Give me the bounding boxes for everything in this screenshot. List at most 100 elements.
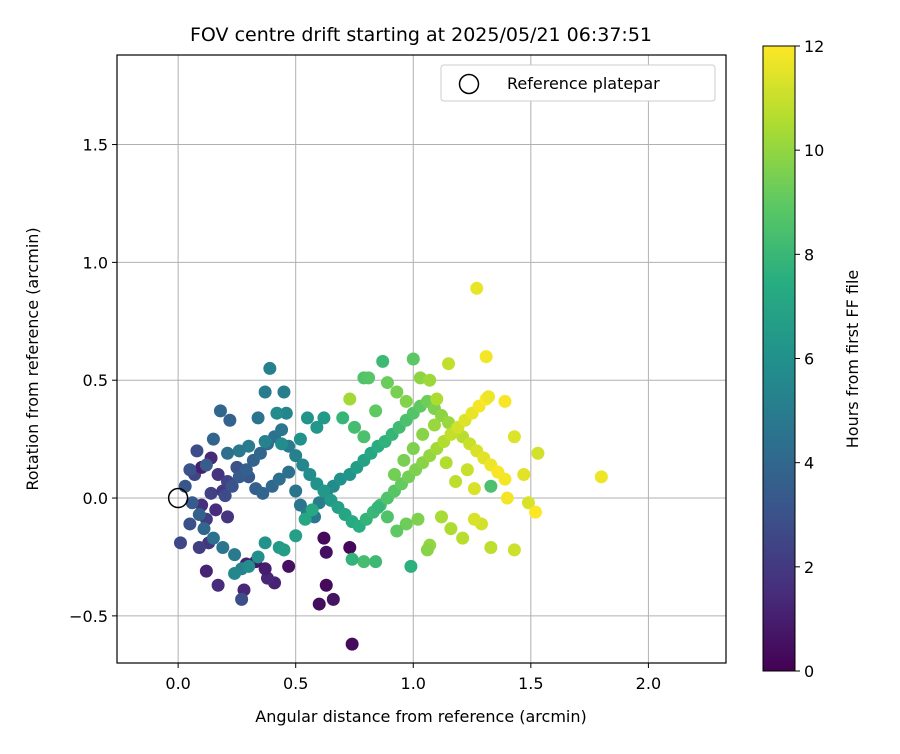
x-axis-ticks: 0.0 0.5 1.0 1.5 2.0 xyxy=(165,663,661,693)
data-point xyxy=(296,458,310,472)
chart-title: FOV centre drift starting at 2025/05/21 … xyxy=(190,24,652,46)
data-point xyxy=(270,406,284,420)
x-tick-label: 1.5 xyxy=(518,674,543,693)
data-point xyxy=(371,500,385,514)
x-tick-label: 1.0 xyxy=(401,674,426,693)
data-point xyxy=(272,472,286,486)
data-point xyxy=(192,508,206,522)
data-point xyxy=(211,467,225,481)
data-point xyxy=(484,541,498,555)
data-point xyxy=(470,281,484,295)
colorbar-gradient xyxy=(762,45,796,672)
data-point xyxy=(300,411,314,425)
data-point xyxy=(185,496,199,510)
data-point xyxy=(442,357,456,371)
data-point xyxy=(500,491,514,505)
data-point xyxy=(460,463,474,477)
data-point xyxy=(317,531,331,545)
data-point xyxy=(258,562,272,576)
data-point xyxy=(430,392,444,406)
data-point xyxy=(449,475,463,489)
colorbar-tick-label: 8 xyxy=(804,245,814,264)
data-point xyxy=(221,510,235,524)
data-point xyxy=(258,434,272,448)
y-tick-label: 0.5 xyxy=(83,371,108,390)
data-point xyxy=(404,559,418,573)
data-point xyxy=(390,524,404,538)
data-point xyxy=(289,484,303,498)
data-point xyxy=(303,467,317,481)
data-points xyxy=(167,281,608,651)
data-point xyxy=(279,406,293,420)
data-point xyxy=(225,479,239,493)
data-point xyxy=(345,552,359,566)
data-point xyxy=(221,446,235,460)
data-point xyxy=(199,564,213,578)
data-point xyxy=(369,404,383,418)
plot-area xyxy=(117,55,726,663)
reference-point xyxy=(167,487,189,509)
data-point xyxy=(427,418,441,432)
data-point xyxy=(204,486,218,500)
data-point xyxy=(444,522,458,536)
data-point xyxy=(357,555,371,569)
colorbar-ticks: 0 2 4 6 8 10 12 xyxy=(795,37,824,681)
y-tick-label: 1.5 xyxy=(83,136,108,155)
data-point xyxy=(467,512,481,526)
data-point xyxy=(293,432,307,446)
data-point xyxy=(209,503,223,517)
legend-box xyxy=(440,64,716,102)
data-point xyxy=(406,352,420,366)
data-point xyxy=(197,522,211,536)
data-point xyxy=(289,449,303,463)
data-point xyxy=(312,597,326,611)
colorbar-tick-label: 12 xyxy=(804,37,824,56)
data-point xyxy=(406,442,420,456)
data-point xyxy=(277,543,291,557)
data-point xyxy=(298,512,312,526)
data-point xyxy=(235,592,249,606)
data-point xyxy=(277,385,291,399)
data-point xyxy=(218,489,232,503)
data-point xyxy=(232,444,246,458)
data-point xyxy=(310,420,324,434)
data-point xyxy=(199,458,213,472)
data-point xyxy=(347,420,361,434)
reference-marker-icon xyxy=(458,73,480,95)
data-point xyxy=(263,361,277,375)
data-point xyxy=(376,354,390,368)
data-point xyxy=(282,465,296,479)
data-point xyxy=(369,555,383,569)
data-point xyxy=(517,467,531,481)
colorbar-tick-label: 0 xyxy=(804,662,814,681)
data-point xyxy=(479,350,493,364)
data-point xyxy=(216,541,230,555)
y-tick-label: 1.0 xyxy=(83,253,108,272)
x-tick-label: 0.0 xyxy=(165,674,190,693)
data-point xyxy=(423,373,437,387)
data-point xyxy=(399,517,413,531)
x-axis-label: Angular distance from reference (arcmin) xyxy=(255,707,586,726)
data-point xyxy=(380,510,394,524)
data-point xyxy=(529,505,543,519)
data-point xyxy=(343,392,357,406)
colorbar-tick-label: 4 xyxy=(804,454,814,473)
data-point xyxy=(319,545,333,559)
data-point xyxy=(289,529,303,543)
data-point xyxy=(239,463,253,477)
data-point xyxy=(420,543,434,557)
data-point xyxy=(498,394,512,408)
data-point xyxy=(439,456,453,470)
data-point xyxy=(343,541,357,555)
data-point xyxy=(507,430,521,444)
data-point xyxy=(206,531,220,545)
data-point xyxy=(336,411,350,425)
data-point xyxy=(456,531,470,545)
data-point xyxy=(242,559,256,573)
colorbar-label: Hours from first FF file xyxy=(843,270,862,449)
data-point xyxy=(411,512,425,526)
y-tick-label: 0.0 xyxy=(83,489,108,508)
y-axis-ticks: −0.5 0.0 0.5 1.0 1.5 xyxy=(69,136,117,626)
data-point xyxy=(173,536,187,550)
